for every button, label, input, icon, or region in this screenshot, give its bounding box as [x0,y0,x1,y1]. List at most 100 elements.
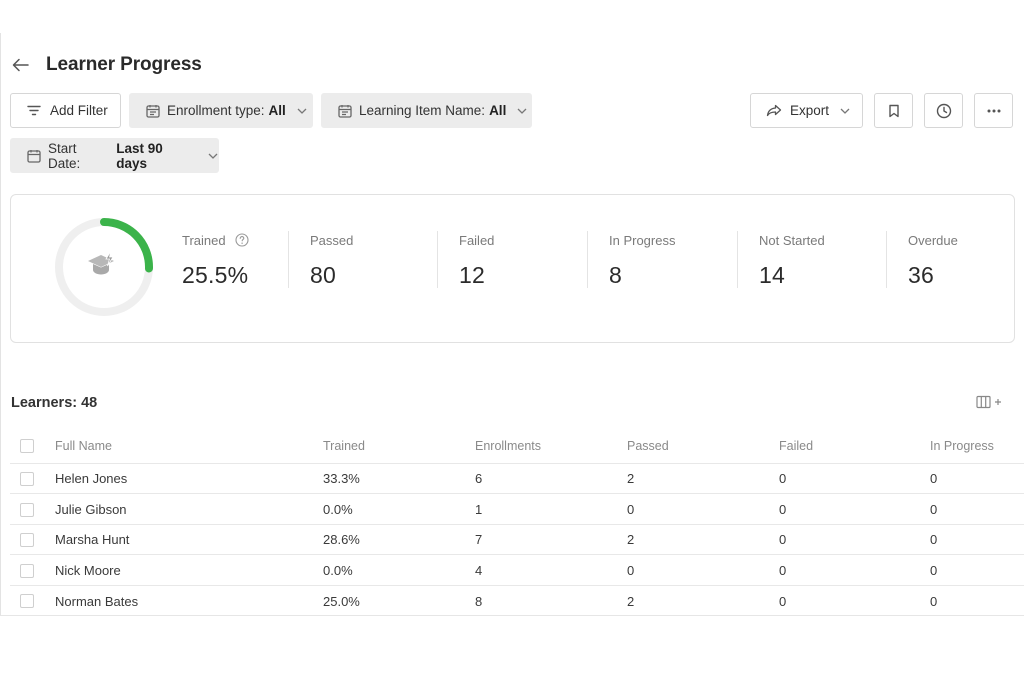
stat-label: Overdue [908,232,958,248]
cell-passed: 2 [627,593,635,609]
table-row[interactable]: Julie Gibson 0.0% 1 0 0 0 [10,495,1024,525]
add-filter-label: Add Filter [50,103,108,118]
more-options-button[interactable] [974,93,1013,128]
stat-divider [587,231,588,288]
stat-not-started: Not Started 14 [759,232,825,292]
enrollment-type-value: All [268,103,286,118]
learning-item-value: All [489,103,507,118]
history-button[interactable] [924,93,963,128]
stat-divider [288,231,289,288]
column-settings-button[interactable] [976,393,1006,411]
arrow-left-icon [12,58,29,72]
bookmark-icon [888,104,899,117]
export-button[interactable]: Export [750,93,863,128]
clock-icon [936,103,951,118]
enrollment-type-label: Enrollment type: [167,103,265,118]
learners-count: Learners: 48 [11,395,98,411]
start-date-filter[interactable]: Start Date: Last 90 days [10,138,219,173]
row-checkbox[interactable] [20,533,34,547]
column-header-trained[interactable]: Trained [323,439,365,453]
table-row[interactable]: Marsha Hunt 28.6% 7 2 0 0 [10,525,1024,555]
stat-trained: Trained 25.5% [182,232,249,292]
chevron-down-icon [297,108,307,114]
stat-label: Trained [182,232,226,248]
cell-in-progress: 0 [930,532,938,547]
stat-in-progress: In Progress 8 [609,232,675,292]
cell-in-progress: 0 [930,502,938,517]
cell-failed: 0 [779,471,787,486]
stat-value: 36 [908,262,934,288]
cell-failed: 0 [779,593,787,609]
learning-item-filter[interactable]: Learning Item Name: All [321,93,532,128]
add-filter-button[interactable]: Add Filter [10,93,121,128]
summary-card: Trained 25.5% Passed 80 Failed 12 In Pro… [10,194,1015,343]
stat-label: Not Started [759,232,825,248]
cell-full-name[interactable]: Helen Jones [55,471,128,486]
column-header-failed[interactable]: Failed [779,439,814,453]
stat-value: 12 [459,262,485,288]
cell-trained: 33.3% [323,471,360,486]
more-horizontal-icon [987,109,1000,112]
column-header-in-progress[interactable]: In Progress [930,439,994,453]
select-all-checkbox[interactable] [20,439,34,453]
stat-value: 80 [310,262,336,288]
row-checkbox[interactable] [20,503,34,517]
stat-value: 8 [609,262,622,288]
row-checkbox[interactable] [20,472,34,486]
stat-divider [737,231,738,288]
stat-label: Failed [459,232,495,248]
stat-overdue: Overdue 36 [908,232,958,292]
table-row[interactable]: Helen Jones 33.3% 6 2 0 0 [10,464,1024,494]
stat-value: 25.5% [182,262,249,288]
calendar-icon [27,149,41,163]
graduation-cap-lightning-icon [88,250,114,275]
share-arrow-icon [766,104,782,117]
cell-enrollments: 6 [475,471,483,486]
cell-in-progress: 0 [930,471,938,486]
page-header: Learner Progress [11,53,202,77]
cell-in-progress: 0 [930,563,938,578]
start-date-value: Last 90 days [116,140,163,171]
stat-divider [886,231,887,288]
column-header-full-name[interactable]: Full Name [55,439,112,453]
cell-trained: 28.6% [323,532,360,547]
column-header-enrollments[interactable]: Enrollments [475,439,541,453]
cell-in-progress: 0 [930,593,938,609]
cell-failed: 0 [779,502,787,517]
table-row[interactable]: Nick Moore 0.0% 4 0 0 0 [10,556,1024,586]
stat-passed: Passed 80 [310,232,353,292]
calendar-icon [338,104,352,118]
cell-passed: 2 [627,532,635,547]
column-header-passed[interactable]: Passed [627,439,669,453]
cell-failed: 0 [779,532,787,547]
columns-add-icon [976,395,1001,409]
start-date-label: Start Date: [48,140,81,171]
cell-failed: 0 [779,563,787,578]
row-checkbox[interactable] [20,564,34,578]
calendar-icon [146,104,160,118]
cell-full-name[interactable]: Nick Moore [55,563,121,578]
row-checkbox[interactable] [20,594,34,608]
help-circle-icon[interactable] [235,233,249,247]
cell-passed: 2 [627,471,635,486]
back-button[interactable] [11,56,29,74]
learner-progress-page: Learner Progress Add Filter Enrollment t… [0,33,1024,616]
learning-item-label: Learning Item Name: [359,103,486,118]
cell-full-name[interactable]: Norman Bates [55,593,139,609]
stat-label: Passed [310,232,354,248]
cell-passed: 0 [627,563,635,578]
chevron-down-icon [840,108,850,114]
chevron-down-icon [208,153,218,159]
enrollment-type-filter[interactable]: Enrollment type: All [129,93,313,128]
cell-enrollments: 7 [475,532,483,547]
cell-enrollments: 4 [475,563,483,578]
cell-trained: 0.0% [323,502,353,517]
cell-trained: 0.0% [323,563,353,578]
table-row[interactable]: Norman Bates 25.0% 8 2 0 0 [10,586,1024,616]
bookmark-button[interactable] [874,93,913,128]
page-title: Learner Progress [46,54,202,75]
trained-progress-ring [55,218,153,316]
cell-full-name[interactable]: Marsha Hunt [55,532,130,547]
trained-progress-arc [55,218,153,316]
cell-full-name[interactable]: Julie Gibson [55,502,127,517]
